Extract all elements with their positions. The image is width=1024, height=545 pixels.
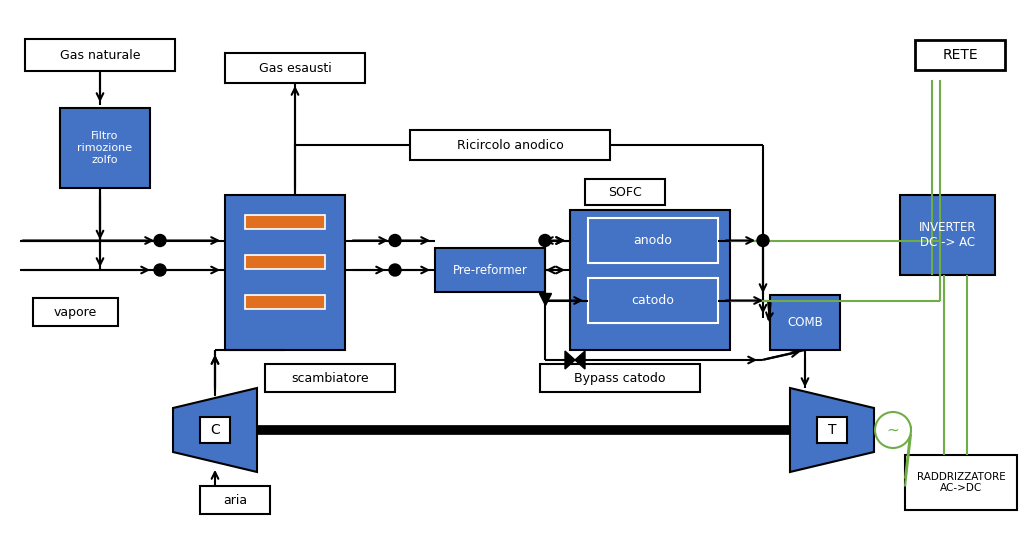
Bar (245, 255, 325, 269)
Text: scambiatore: scambiatore (291, 372, 369, 385)
Bar (60, 108, 150, 188)
Circle shape (154, 264, 166, 276)
Bar (245, 215, 325, 229)
Text: anodo: anodo (634, 234, 673, 247)
Polygon shape (565, 351, 585, 369)
Bar (225, 53, 365, 83)
Bar (200, 486, 270, 514)
Text: SOFC: SOFC (608, 185, 642, 198)
Circle shape (389, 234, 401, 246)
Text: COMB: COMB (787, 316, 823, 329)
Bar (905, 455, 1017, 510)
Bar (25, 39, 175, 71)
Bar (588, 218, 718, 263)
Text: catodo: catodo (632, 294, 675, 307)
Text: Bypass catodo: Bypass catodo (574, 372, 666, 385)
Text: Gas esausti: Gas esausti (259, 62, 332, 75)
Bar (225, 195, 345, 350)
Bar (588, 278, 718, 323)
Circle shape (154, 234, 166, 246)
Circle shape (389, 264, 401, 276)
Text: RETE: RETE (942, 48, 978, 62)
Text: INVERTER
DC -> AC: INVERTER DC -> AC (919, 221, 976, 249)
Bar (33, 298, 118, 326)
Text: vapore: vapore (53, 306, 96, 318)
Bar (540, 364, 700, 392)
Bar (200, 417, 230, 443)
Bar (770, 295, 840, 350)
Bar (915, 40, 1005, 70)
Circle shape (874, 412, 911, 448)
Text: Filtro
rimozione
zolfo: Filtro rimozione zolfo (78, 131, 132, 165)
Bar (410, 130, 610, 160)
Bar (900, 195, 995, 275)
Bar (265, 364, 395, 392)
Bar (245, 295, 325, 309)
Bar (585, 179, 665, 205)
Circle shape (539, 234, 551, 246)
Circle shape (757, 234, 769, 246)
Text: ~: ~ (887, 422, 899, 438)
Text: Ricircolo anodico: Ricircolo anodico (457, 138, 563, 152)
Text: RADDRIZZATORE
AC->DC: RADDRIZZATORE AC->DC (916, 472, 1006, 493)
Text: aria: aria (223, 494, 247, 506)
Text: T: T (827, 423, 837, 437)
Bar (435, 248, 545, 292)
Bar (817, 417, 847, 443)
Text: Pre-reformer: Pre-reformer (453, 263, 527, 276)
Text: C: C (210, 423, 220, 437)
Polygon shape (173, 388, 257, 472)
Polygon shape (790, 388, 874, 472)
Text: Gas naturale: Gas naturale (59, 49, 140, 62)
Bar (570, 210, 730, 350)
